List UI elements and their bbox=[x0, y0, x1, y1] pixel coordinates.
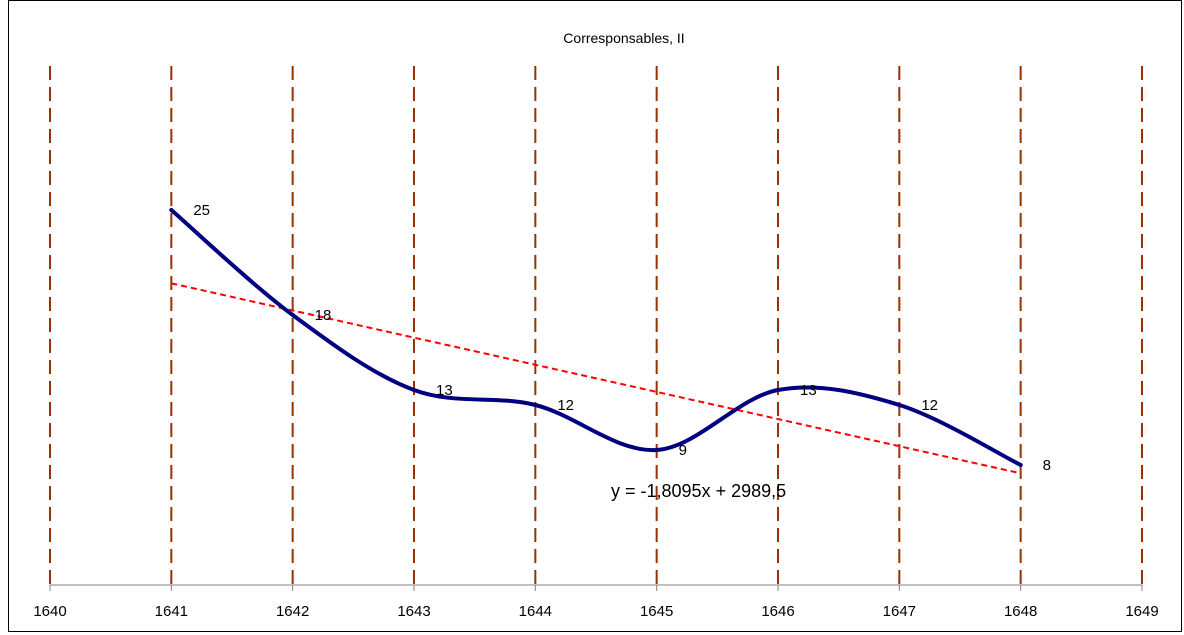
data-point bbox=[776, 388, 780, 392]
series-line bbox=[169, 208, 1023, 467]
data-point bbox=[533, 403, 538, 407]
x-tick-label: 1643 bbox=[397, 603, 430, 620]
series-group bbox=[169, 208, 1023, 467]
x-tick-label: 1649 bbox=[1125, 603, 1158, 620]
x-tick-label: 1642 bbox=[276, 603, 309, 620]
data-point bbox=[654, 448, 659, 452]
x-axis-ticks: 1640 1641 1642 1643 1644 1645 1646 1647 1648 1649 bbox=[33, 585, 1159, 620]
data-label: 13 bbox=[436, 382, 453, 399]
data-label: 8 bbox=[1043, 457, 1051, 474]
x-tick-label: 1647 bbox=[883, 603, 916, 620]
data-label: 25 bbox=[193, 202, 210, 219]
data-label: 12 bbox=[557, 397, 574, 414]
x-tick-label: 1644 bbox=[519, 603, 552, 620]
x-tick-label: 1645 bbox=[640, 603, 673, 620]
data-label: 9 bbox=[679, 442, 687, 459]
data-point bbox=[897, 403, 902, 407]
trendline-group bbox=[171, 282, 1021, 475]
x-tick-label: 1646 bbox=[761, 603, 794, 620]
gridlines bbox=[49, 66, 1143, 585]
data-labels: 25 18 13 12 9 13 12 8 bbox=[169, 202, 1051, 474]
trendline-equation: y = -1,8095x + 2989,5 bbox=[611, 481, 786, 501]
data-point bbox=[290, 313, 295, 317]
x-tick-label: 1640 bbox=[33, 603, 66, 620]
x-tick-label: 1641 bbox=[155, 603, 188, 620]
data-point bbox=[1018, 463, 1023, 467]
data-point bbox=[412, 388, 416, 392]
data-label: 18 bbox=[315, 307, 332, 324]
data-label: 13 bbox=[800, 382, 817, 399]
trendline bbox=[171, 282, 1021, 475]
data-label: 12 bbox=[921, 397, 938, 414]
chart-frame bbox=[8, 0, 1182, 632]
data-point bbox=[169, 208, 174, 212]
x-tick-label: 1648 bbox=[1004, 603, 1037, 620]
chart-title: Corresponsables, II bbox=[563, 30, 684, 46]
